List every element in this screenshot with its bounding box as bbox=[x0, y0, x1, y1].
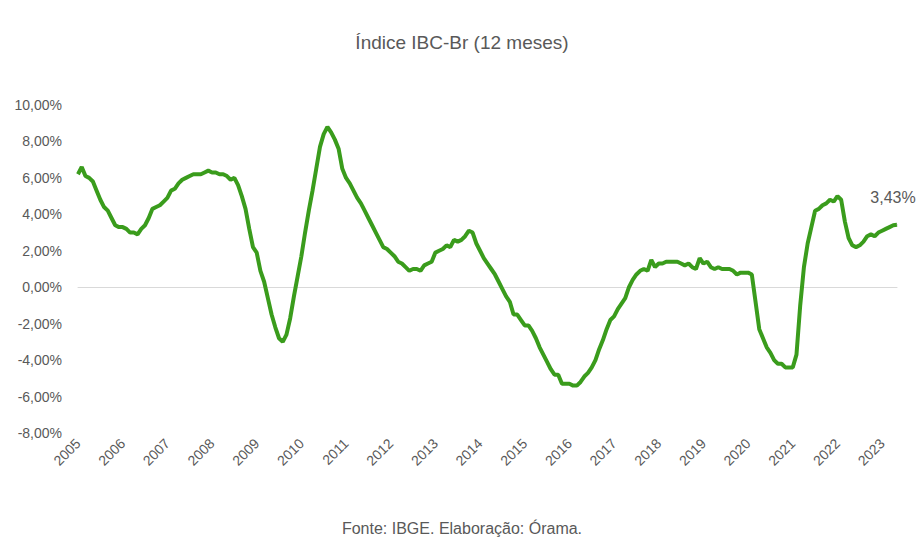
svg-text:0,00%: 0,00% bbox=[22, 279, 62, 295]
svg-text:2014: 2014 bbox=[452, 435, 485, 468]
svg-text:2008: 2008 bbox=[184, 435, 217, 468]
svg-text:2017: 2017 bbox=[586, 435, 619, 468]
svg-text:2015: 2015 bbox=[497, 435, 530, 468]
svg-text:2018: 2018 bbox=[631, 435, 664, 468]
svg-text:4,00%: 4,00% bbox=[22, 206, 62, 222]
svg-text:-2,00%: -2,00% bbox=[18, 316, 62, 332]
svg-text:2012: 2012 bbox=[363, 435, 396, 468]
svg-text:3,43%: 3,43% bbox=[870, 189, 915, 206]
svg-text:2013: 2013 bbox=[408, 435, 441, 468]
svg-text:-8,00%: -8,00% bbox=[18, 425, 62, 441]
svg-text:2011: 2011 bbox=[319, 435, 352, 468]
svg-text:8,00%: 8,00% bbox=[22, 133, 62, 149]
svg-text:2009: 2009 bbox=[229, 435, 262, 468]
svg-text:2022: 2022 bbox=[810, 435, 843, 468]
svg-text:10,00%: 10,00% bbox=[15, 97, 62, 113]
svg-text:-4,00%: -4,00% bbox=[18, 352, 62, 368]
svg-text:2019: 2019 bbox=[676, 435, 709, 468]
svg-text:2023: 2023 bbox=[854, 435, 887, 468]
svg-text:2021: 2021 bbox=[765, 435, 798, 468]
svg-text:2007: 2007 bbox=[140, 435, 173, 468]
svg-text:Índice IBC-Br (12 meses): Índice IBC-Br (12 meses) bbox=[355, 32, 568, 53]
svg-text:2010: 2010 bbox=[274, 435, 307, 468]
svg-text:Fonte: IBGE. Elaboração: Órama: Fonte: IBGE. Elaboração: Órama. bbox=[342, 519, 582, 537]
svg-text:2005: 2005 bbox=[50, 435, 83, 468]
svg-text:-6,00%: -6,00% bbox=[18, 389, 62, 405]
svg-text:2016: 2016 bbox=[542, 435, 575, 468]
svg-text:2020: 2020 bbox=[720, 435, 753, 468]
svg-text:2006: 2006 bbox=[95, 435, 128, 468]
svg-text:2,00%: 2,00% bbox=[22, 243, 62, 259]
svg-text:6,00%: 6,00% bbox=[22, 170, 62, 186]
